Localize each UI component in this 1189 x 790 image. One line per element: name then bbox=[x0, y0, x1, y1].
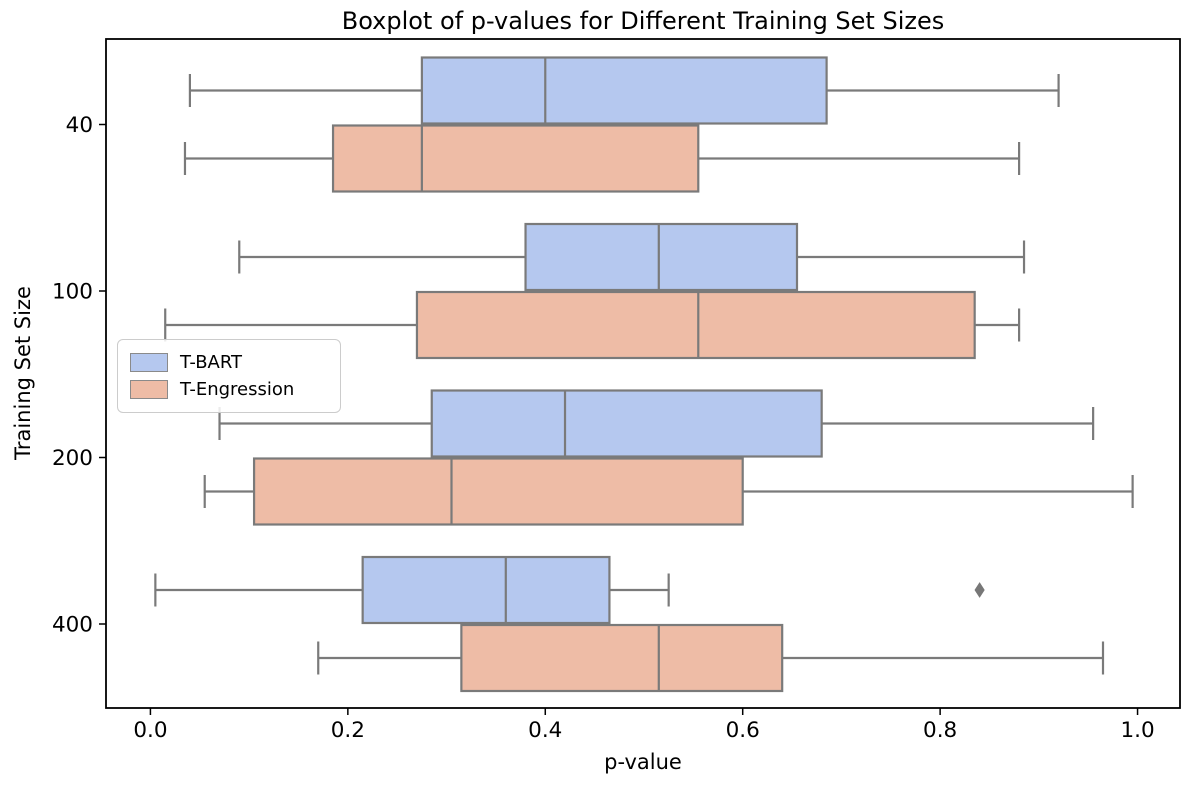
y-tick-label: 200 bbox=[52, 446, 93, 471]
plot-frame bbox=[105, 38, 1181, 709]
legend-label-tbart: T-BART bbox=[180, 351, 243, 373]
tengression-swatch-icon bbox=[130, 380, 168, 399]
box-tengression-400 bbox=[460, 623, 784, 693]
box-tengression-200 bbox=[252, 457, 744, 526]
legend-item-tbart: T-BART bbox=[130, 353, 328, 372]
x-tick-label: 0.2 bbox=[331, 718, 365, 743]
legend-item-tengression: T-Engression bbox=[130, 380, 328, 399]
x-axis-label: p-value bbox=[604, 750, 682, 774]
x-tick-label: 0.6 bbox=[726, 718, 760, 743]
box-tbart-400 bbox=[361, 555, 611, 625]
x-tick-label: 1.0 bbox=[1120, 718, 1154, 743]
plot-content: 0.0 0.2 0.4 0.6 0.8 1.0 40 100 200 400 bbox=[52, 38, 1181, 743]
legend-label-tengression: T-Engression bbox=[180, 378, 295, 400]
legend: T-BART T-Engression bbox=[117, 339, 341, 413]
outlier-point-tbart-400 bbox=[974, 582, 985, 598]
x-tick-label: 0.8 bbox=[923, 718, 957, 743]
chart-title: Boxplot of p-values for Different Traini… bbox=[342, 7, 945, 35]
y-tick-label: 400 bbox=[52, 613, 93, 638]
x-tick-label: 0.0 bbox=[133, 718, 167, 743]
y-tick-label: 100 bbox=[52, 280, 93, 305]
tbart-swatch-icon bbox=[130, 353, 168, 372]
box-tengression-40 bbox=[331, 124, 700, 193]
x-tick-label: 0.4 bbox=[528, 718, 562, 743]
y-tick-label: 40 bbox=[66, 113, 93, 138]
box-tbart-100 bbox=[524, 222, 799, 292]
y-axis-label: Training Set Size bbox=[11, 286, 35, 461]
box-tengression-100 bbox=[415, 290, 976, 360]
box-tbart-200 bbox=[430, 389, 823, 458]
box-tbart-40 bbox=[420, 56, 828, 125]
